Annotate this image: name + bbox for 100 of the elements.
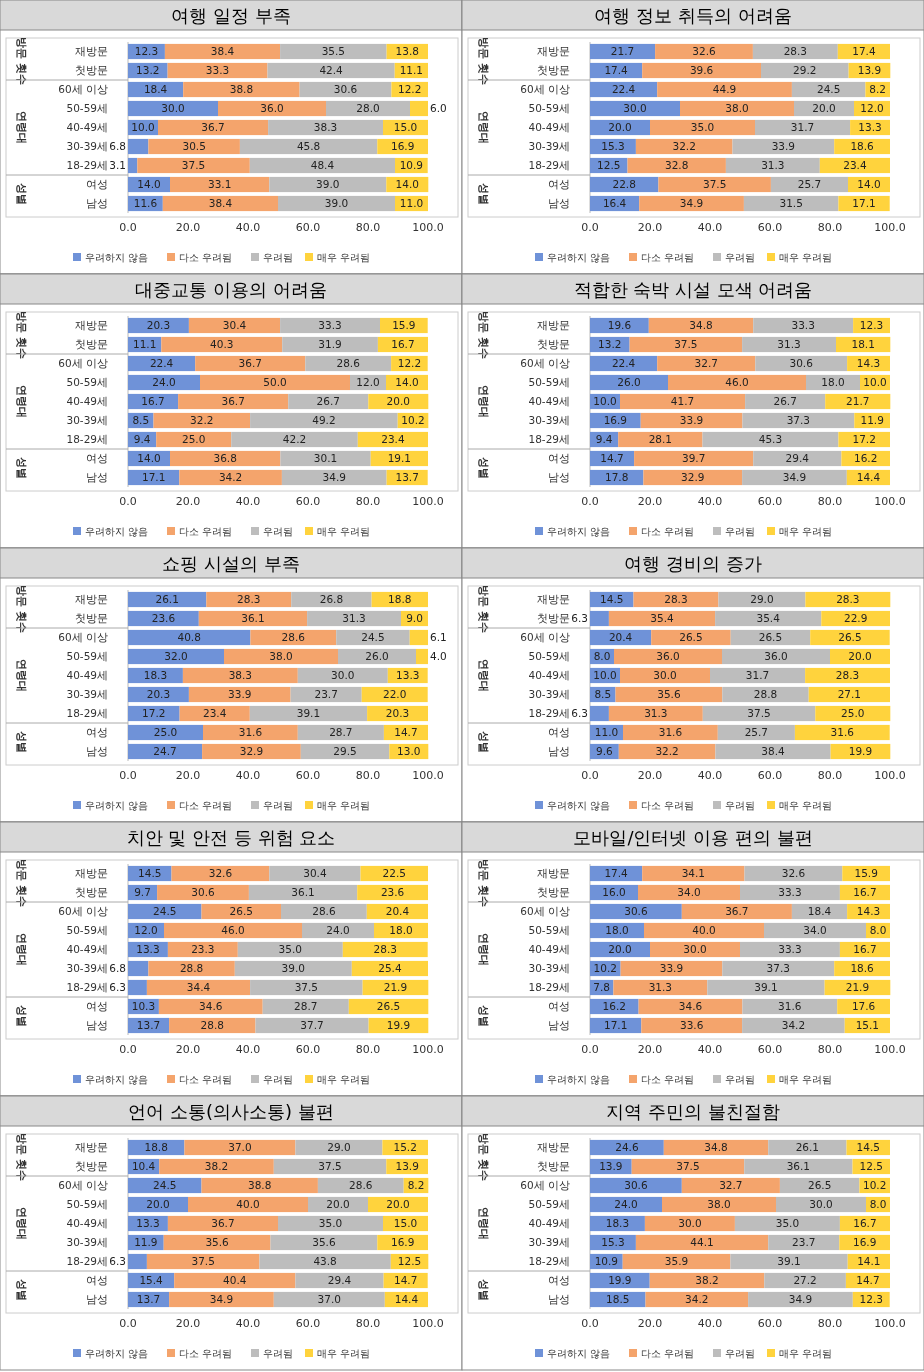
y-tick-label: 여성 xyxy=(548,1000,570,1013)
data-label: 16.9 xyxy=(390,1236,415,1249)
y-tick-label: 여성 xyxy=(548,178,570,191)
bar xyxy=(255,1017,369,1034)
data-label: 35.4 xyxy=(650,612,674,625)
text: 성별 xyxy=(478,731,491,753)
bar xyxy=(651,629,731,646)
legend-label: 우려하지 않음 xyxy=(547,251,611,263)
data-label: 18.0 xyxy=(389,924,413,937)
bar xyxy=(250,412,398,429)
x-tick-label: 20.0 xyxy=(637,769,663,782)
x-tick-label: 60.0 xyxy=(295,1043,321,1056)
data-label: 18.3 xyxy=(605,1217,630,1230)
data-label: 11.9 xyxy=(860,414,884,427)
data-label: 17.4 xyxy=(604,867,629,880)
data-label: 14.3 xyxy=(856,905,881,918)
bar xyxy=(707,979,825,996)
data-label: 15.9 xyxy=(854,867,878,880)
data-label: 16.2 xyxy=(602,1000,626,1013)
bar xyxy=(174,1272,296,1289)
y-tick-label: 남성 xyxy=(86,197,108,210)
bar xyxy=(267,62,395,79)
chart-title: 여행 경비의 증가 xyxy=(624,553,762,575)
bar xyxy=(717,724,795,741)
bar xyxy=(250,629,337,646)
text: 방문 횟수 xyxy=(16,1133,29,1181)
data-label: 29.5 xyxy=(333,745,357,758)
bar xyxy=(722,686,809,703)
data-label: 38.2 xyxy=(695,1274,719,1287)
y-tick-label: 40-49세 xyxy=(528,1217,570,1230)
chart-title: 여행 일정 부족 xyxy=(171,5,291,27)
bar xyxy=(776,1196,866,1213)
bar xyxy=(590,705,609,722)
data-label: 18.8 xyxy=(144,1141,168,1154)
data-label: 39.0 xyxy=(281,962,305,975)
bar xyxy=(410,100,428,117)
data-label: 22.4 xyxy=(149,357,174,370)
data-label: 22.4 xyxy=(611,357,636,370)
data-label: 43.8 xyxy=(313,1255,337,1268)
x-tick-label: 20.0 xyxy=(175,1043,201,1056)
bar xyxy=(148,960,235,977)
data-label: 26.5 xyxy=(807,1179,832,1192)
data-label: 31.6 xyxy=(830,726,855,739)
bar xyxy=(231,431,358,448)
bar xyxy=(718,591,806,608)
data-label: 40.8 xyxy=(177,631,201,644)
bar xyxy=(635,1234,769,1251)
y-tick-label: 재방문 xyxy=(537,45,570,58)
data-label: 20.0 xyxy=(608,943,632,956)
data-label: 31.9 xyxy=(318,338,342,351)
legend-label: 다소 우려됨 xyxy=(179,525,233,537)
text: 성별 xyxy=(478,1279,491,1301)
data-label: 13.9 xyxy=(857,64,882,77)
bar xyxy=(167,1215,278,1232)
bar xyxy=(657,355,756,372)
data-label: 8.5 xyxy=(594,688,612,701)
data-label: 37.5 xyxy=(294,981,319,994)
bar xyxy=(249,157,395,174)
x-tick-label: 20.0 xyxy=(175,221,201,234)
bar xyxy=(732,138,835,155)
data-label: 33.3 xyxy=(778,943,802,956)
bar xyxy=(146,979,251,996)
x-tick-label: 80.0 xyxy=(355,1043,381,1056)
bar xyxy=(614,648,722,665)
data-label: 17.2 xyxy=(142,707,166,720)
data-label: 28.8 xyxy=(200,1019,224,1032)
data-label: 28.6 xyxy=(281,631,306,644)
x-tick-label: 40.0 xyxy=(235,221,261,234)
data-label: 17.4 xyxy=(852,45,876,58)
data-label: 13.3 xyxy=(396,669,420,682)
bar xyxy=(623,724,718,741)
data-label: 31.3 xyxy=(777,338,801,351)
data-label: 12.5 xyxy=(397,1255,422,1268)
data-label: 14.5 xyxy=(138,867,162,880)
bar xyxy=(409,629,428,646)
data-label: 34.0 xyxy=(677,886,701,899)
bar xyxy=(590,374,668,391)
data-label: 29.0 xyxy=(327,1141,351,1154)
data-label: 12.5 xyxy=(597,159,621,172)
data-label: 25.0 xyxy=(182,433,206,446)
data-label: 48.4 xyxy=(310,159,335,172)
bar xyxy=(206,591,292,608)
data-label: 6.1 xyxy=(430,631,447,644)
data-label: 10.2 xyxy=(593,962,617,975)
x-tick-label: 80.0 xyxy=(355,495,381,508)
data-label: 28.0 xyxy=(356,102,380,115)
data-label: 14.5 xyxy=(600,593,624,606)
y-tick-label: 여성 xyxy=(548,1274,570,1287)
bar xyxy=(128,138,149,155)
data-label: 35.0 xyxy=(278,943,302,956)
data-label: 11.1 xyxy=(399,64,424,77)
data-label: 20.4 xyxy=(608,631,633,644)
bar xyxy=(299,81,392,98)
bar xyxy=(290,686,362,703)
legend-label: 매우 우려됨 xyxy=(779,799,833,811)
x-tick-label: 40.0 xyxy=(697,495,723,508)
bar xyxy=(742,998,838,1015)
bar xyxy=(184,1139,296,1156)
data-label: 14.4 xyxy=(394,1293,419,1306)
data-label: 32.6 xyxy=(692,45,716,58)
